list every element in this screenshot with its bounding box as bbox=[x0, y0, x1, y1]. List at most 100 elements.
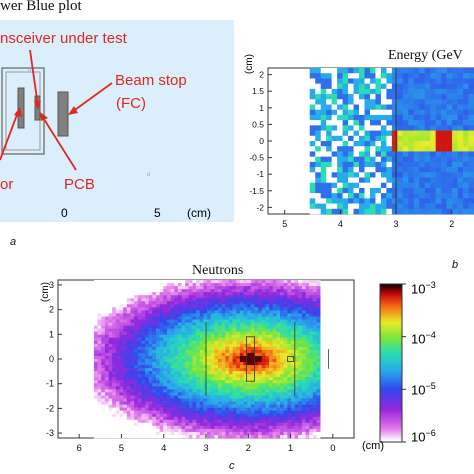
heatmap-cell bbox=[309, 328, 314, 332]
heatmap-cell bbox=[301, 346, 306, 351]
heatmap-cell bbox=[97, 380, 102, 384]
heatmap-cell bbox=[452, 73, 458, 79]
heatmap-cell bbox=[126, 392, 131, 396]
heatmap-cell bbox=[342, 172, 349, 178]
heatmap-cell bbox=[247, 280, 252, 284]
heatmap-cell bbox=[115, 371, 120, 375]
heatmap-cell bbox=[309, 325, 314, 329]
heatmap-cell bbox=[348, 177, 354, 184]
heatmap-cell bbox=[331, 172, 338, 178]
heatmap-cell bbox=[298, 280, 303, 284]
heatmap-cell bbox=[283, 359, 288, 363]
heatmap-cell bbox=[188, 337, 193, 342]
heatmap-cell bbox=[203, 386, 208, 390]
heatmap-cell bbox=[93, 365, 98, 369]
heatmap-cell bbox=[166, 371, 171, 375]
heatmap-cell bbox=[101, 359, 106, 363]
heatmap-cell bbox=[163, 301, 168, 305]
heatmap-cell bbox=[214, 307, 219, 311]
heatmap-cell bbox=[272, 307, 277, 311]
heatmap-cell bbox=[152, 295, 157, 299]
heatmap-cell bbox=[177, 374, 182, 378]
heatmap-cell bbox=[97, 413, 102, 418]
heatmap-cell bbox=[93, 410, 98, 414]
heatmap-cell bbox=[155, 301, 160, 305]
heatmap-cell bbox=[148, 343, 153, 348]
heatmap-cell bbox=[123, 352, 128, 357]
heatmap-cell bbox=[207, 298, 212, 302]
heatmap-cell bbox=[137, 355, 142, 360]
heatmap-cell bbox=[446, 208, 453, 215]
heatmap-cell bbox=[305, 374, 310, 378]
heatmap-cell bbox=[301, 304, 306, 308]
heatmap-cell bbox=[353, 78, 360, 84]
heatmap-cell bbox=[141, 355, 146, 360]
heatmap-cell bbox=[247, 428, 252, 433]
heatmap-cell bbox=[137, 419, 142, 424]
panel-c-geometry-overlay bbox=[205, 321, 330, 397]
heatmap-cell bbox=[148, 301, 153, 305]
heatmap-cell bbox=[148, 407, 153, 411]
heatmap-cell bbox=[141, 365, 146, 369]
heatmap-cell bbox=[218, 337, 222, 342]
heatmap-cell bbox=[261, 359, 266, 363]
heatmap-cell bbox=[261, 389, 266, 393]
heatmap-cell bbox=[457, 177, 464, 184]
heatmap-cell bbox=[134, 295, 139, 299]
heatmap-cell bbox=[97, 325, 102, 329]
heatmap-cell bbox=[177, 304, 182, 308]
heatmap-cell bbox=[305, 377, 310, 381]
heatmap-cell bbox=[272, 352, 277, 357]
heatmap-cell bbox=[141, 337, 146, 342]
heatmap-cell bbox=[391, 203, 398, 210]
heatmap-cell bbox=[148, 352, 153, 357]
heatmap-cell bbox=[348, 208, 354, 215]
heatmap-cell bbox=[207, 362, 212, 366]
heatmap-cell bbox=[119, 310, 124, 314]
heatmap-cell bbox=[232, 398, 237, 402]
heatmap-cell bbox=[163, 404, 168, 408]
heatmap-cell bbox=[391, 125, 398, 131]
heatmap-cell bbox=[192, 346, 197, 351]
heatmap-cell bbox=[457, 114, 464, 121]
heatmap-cell bbox=[287, 298, 292, 302]
heatmap-cell bbox=[185, 404, 190, 408]
heatmap-cell bbox=[177, 413, 182, 418]
heatmap-cell bbox=[185, 359, 190, 363]
heatmap-cell bbox=[283, 292, 288, 296]
heatmap-cell bbox=[112, 410, 117, 414]
heatmap-cell bbox=[97, 398, 102, 402]
heatmap-cell bbox=[123, 286, 128, 290]
heatmap-cell bbox=[174, 289, 179, 293]
heatmap-cell bbox=[265, 340, 270, 345]
heatmap-cell bbox=[228, 410, 233, 414]
heatmap-cell bbox=[265, 334, 270, 339]
colorbar-segment bbox=[380, 378, 402, 382]
heatmap-cell bbox=[97, 280, 102, 284]
heatmap-cell bbox=[177, 346, 182, 351]
heatmap-cell bbox=[457, 167, 464, 173]
heatmap-cell bbox=[181, 395, 186, 399]
heatmap-cell bbox=[104, 325, 109, 329]
heatmap-cell bbox=[177, 307, 182, 311]
heatmap-cell bbox=[380, 146, 387, 152]
heatmap-cell bbox=[134, 337, 139, 342]
heatmap-cell bbox=[265, 365, 270, 369]
heatmap-cell bbox=[166, 355, 171, 360]
panel-b-plot: 21.510.50-0.5-1-1.5-25 4 3 2 bbox=[249, 67, 474, 229]
heatmap-cell bbox=[207, 365, 212, 369]
heatmap-cell bbox=[97, 377, 102, 381]
heatmap-cell bbox=[192, 298, 197, 302]
heatmap-cell bbox=[457, 99, 464, 105]
heatmap-cell bbox=[298, 346, 303, 351]
heatmap-cell bbox=[408, 146, 415, 152]
heatmap-cell bbox=[457, 203, 464, 210]
heatmap-cell bbox=[177, 431, 182, 436]
heatmap-cell bbox=[155, 337, 160, 342]
heatmap-cell bbox=[228, 322, 233, 326]
heatmap-cell bbox=[108, 374, 113, 378]
heatmap-cell bbox=[258, 434, 263, 439]
heatmap-cell bbox=[258, 313, 263, 317]
heatmap-cell bbox=[309, 104, 316, 111]
heatmap-cell bbox=[192, 280, 197, 284]
